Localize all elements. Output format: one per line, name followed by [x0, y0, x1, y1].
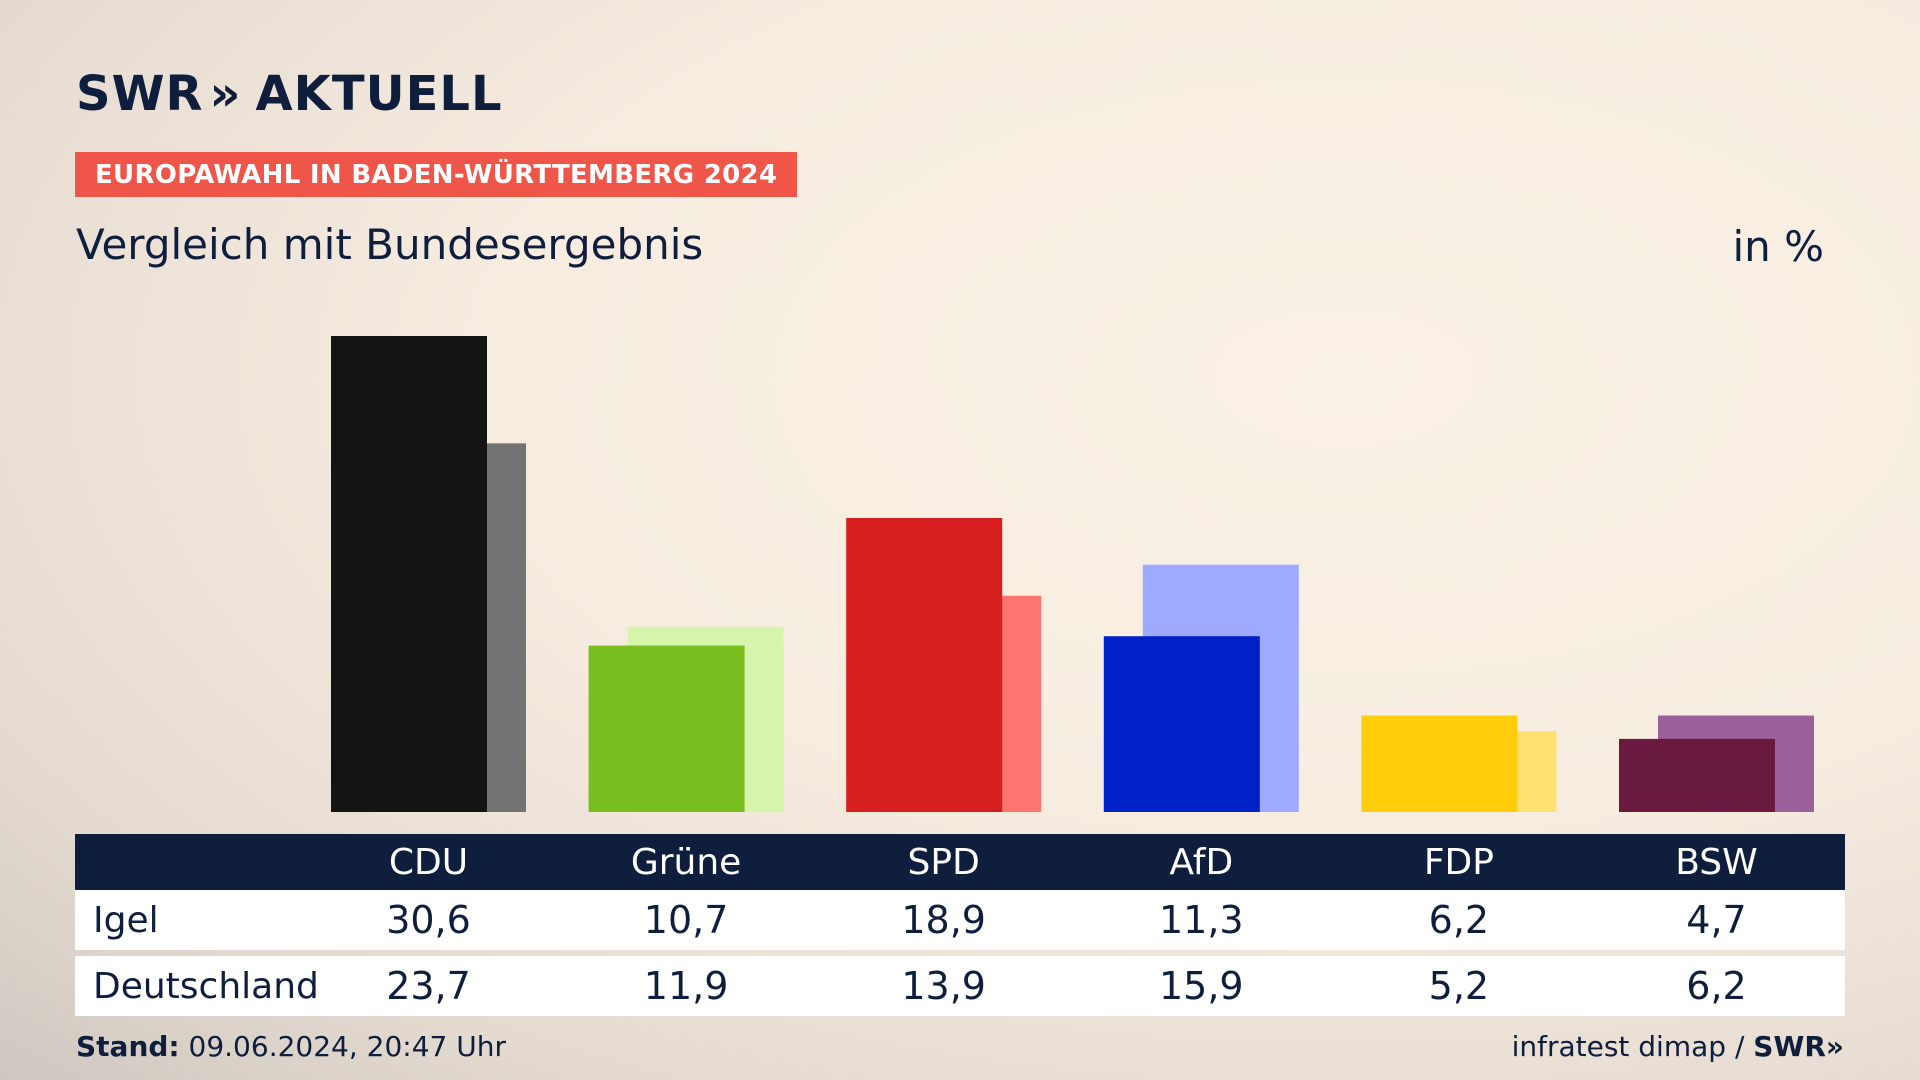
bar-igel-spd — [846, 518, 1003, 812]
bar-igel-grüne — [588, 645, 745, 812]
table-cell-afd: 11,3 — [1158, 898, 1244, 942]
unit-label: in % — [1732, 222, 1824, 271]
table-cell-cdu: 23,7 — [386, 964, 471, 1008]
stand-label: Stand: — [76, 1030, 180, 1063]
table-cell-fdp: 6,2 — [1428, 898, 1490, 942]
bar-igel-bsw — [1619, 738, 1775, 812]
table-cell-cdu: 30,6 — [386, 898, 471, 942]
timestamp: Stand: 09.06.2024, 20:47 Uhr — [76, 1030, 506, 1063]
table-row: Igel 30,6 10,7 18,9 11,3 6,2 4,7 — [75, 890, 1845, 950]
column-header-cdu: CDU — [388, 841, 469, 883]
table-cell-bsw: 4,7 — [1686, 898, 1747, 942]
bar-igel-cdu — [331, 336, 487, 812]
chart-headline: Vergleich mit Bundesergebnis — [76, 220, 704, 269]
results-table: CDU Grüne SPD AfD FDP BSW Igel 30,6 10,7 18,9 11… — [75, 834, 1845, 1016]
swr-aktuell-logo: SWR» AKTUELL — [76, 66, 503, 122]
column-header-afd: AfD — [1169, 841, 1234, 883]
column-header-fdp: FDP — [1423, 841, 1494, 883]
column-header-bsw: BSW — [1675, 841, 1758, 883]
source-text: infratest dimap / — [1511, 1030, 1745, 1063]
source-credit: infratest dimap / SWR» — [1512, 1030, 1844, 1063]
logo-aktuell: AKTUELL — [255, 66, 503, 122]
row-label: Deutschland — [93, 965, 319, 1007]
table-cell-spd: 13,9 — [901, 964, 986, 1008]
table-cell-grüne: 11,9 — [643, 964, 729, 1008]
table-cell-grüne: 10,7 — [643, 898, 729, 942]
table-cell-fdp: 5,2 — [1428, 964, 1490, 1008]
table-header: CDU Grüne SPD AfD FDP BSW — [75, 834, 1845, 890]
table-cell-bsw: 6,2 — [1686, 964, 1747, 1008]
logo-swr: SWR — [76, 66, 204, 122]
column-header-grüne: Grüne — [630, 841, 742, 883]
table-row: Deutschland 23,7 11,9 13,9 15,9 5,2 6,2 — [75, 956, 1845, 1016]
row-label: Igel — [93, 899, 159, 941]
table-cell-spd: 18,9 — [901, 898, 986, 942]
swr-mini-logo: SWR» — [1753, 1030, 1844, 1063]
column-header-spd: SPD — [907, 841, 980, 883]
logo-chevrons-icon: » — [209, 66, 242, 122]
kicker-badge: EUROPAWAHL IN BADEN-WÜRTTEMBERG 2024 — [75, 152, 798, 197]
bar-igel-fdp — [1361, 715, 1518, 812]
table-cell-afd: 15,9 — [1158, 964, 1244, 1008]
stand-value: 09.06.2024, 20:47 Uhr — [188, 1030, 506, 1063]
bar-igel-afd — [1103, 636, 1260, 812]
